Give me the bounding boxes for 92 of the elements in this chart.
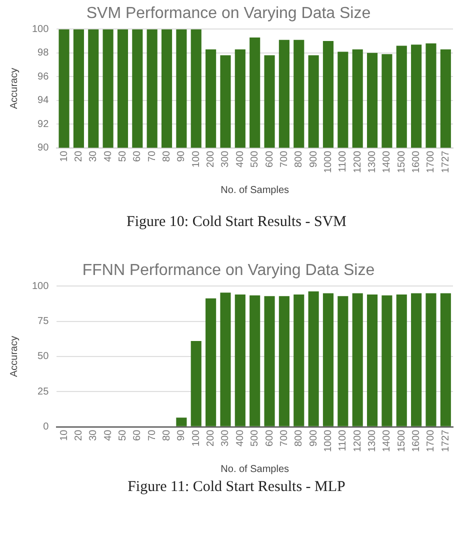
bar [440,293,451,426]
x-tick-label: 400 [234,429,246,446]
x-tick-label: 600 [264,429,276,446]
x-tick-label: 90 [176,429,188,441]
y-tick-label: 98 [38,48,50,59]
x-tick-label: 1727 [440,150,452,174]
bar [308,291,319,426]
chart-title: FFNN Performance on Varying Data Size [82,262,375,280]
bar [264,296,275,426]
x-axis-title: No. of Samples [220,464,290,475]
x-tick-label: 1500 [396,150,408,174]
bar [190,341,202,426]
y-tick-label: 0 [43,422,50,433]
bar [250,295,260,426]
x-tick-label: 1200 [352,429,364,452]
x-tick-label: 70 [146,150,158,162]
x-tick-label: 500 [250,429,261,446]
x-tick-label: 300 [220,150,232,168]
y-tick-label: 100 [32,280,50,292]
x-tick-label: 1500 [396,429,408,452]
x-tick-label: 1100 [338,429,349,452]
x-tick-label: 70 [146,429,158,441]
x-tick-label: 20 [73,150,84,162]
x-tick-label: 1000 [322,150,334,174]
y-tick-label: 75 [38,316,50,328]
bar [352,293,363,426]
x-tick-label: 1300 [367,429,378,452]
x-tick-label: 1400 [382,150,393,174]
x-tick-label: 30 [88,150,100,162]
bar [176,418,187,426]
x-tick-label: 700 [278,429,290,446]
bar [338,296,348,426]
y-tick-label: 50 [38,351,50,362]
x-tick-label: 10 [58,150,70,162]
bar [322,293,334,426]
x-tick-label: 40 [102,150,114,162]
bar [366,294,378,426]
x-tick-label: 1700 [426,150,437,174]
y-axis-title: Accuracy [8,336,20,378]
x-tick-label: 1300 [367,150,378,174]
bar [426,293,436,426]
y-tick-label: 25 [38,386,50,398]
x-tick-label: 900 [308,429,320,446]
bar [234,294,246,426]
x-tick-label: 60 [132,150,144,162]
bar [411,293,422,426]
y-tick-label: 94 [38,95,50,106]
x-tick-label: 30 [88,429,100,441]
bar [278,296,290,426]
x-tick-label: 800 [294,150,305,168]
x-tick-label: 1100 [338,150,349,172]
x-tick-label: 1200 [352,150,364,174]
bar [220,292,231,426]
x-tick-label: 90 [176,150,188,162]
x-tick-label: 200 [206,429,217,446]
chart-title: SVM Performance on Varying Data Size [86,5,371,22]
caption: Figure 11: Cold Start Results - MLP [126,479,346,496]
x-tick-label: 1400 [382,429,393,452]
x-tick-label: 1600 [411,429,422,452]
bar [294,294,304,426]
x-tick-label: 1700 [426,429,437,452]
x-tick-label: 100 [190,150,202,168]
x-tick-label: 1600 [411,150,422,174]
y-axis-title: Accuracy [8,68,20,110]
y-tick-label: 100 [32,24,50,35]
x-tick-label: 500 [250,150,261,168]
x-axis-title: No. of Samples [220,184,290,196]
x-tick-label: 1000 [322,429,334,452]
x-tick-label: 400 [234,150,246,168]
x-tick-label: 300 [220,429,232,446]
x-tick-label: 80 [162,429,173,441]
x-tick-label: 200 [206,150,217,168]
y-tick-label: 96 [38,71,50,82]
x-tick-label: 700 [278,150,290,168]
y-tick-label: 90 [38,142,50,154]
x-tick-label: 1727 [440,429,452,452]
x-tick-label: 50 [117,150,128,162]
x-tick-label: 800 [294,429,305,446]
bar [382,295,392,426]
x-tick-label: 100 [190,429,202,446]
caption: Figure 10: Cold Start Results - SVM [125,214,348,231]
x-tick-label: 900 [308,150,320,168]
x-tick-label: 10 [58,429,70,441]
x-tick-label: 60 [132,429,144,441]
y-tick-label: 92 [38,118,50,130]
x-tick-label: 40 [102,429,114,441]
bar [206,298,216,426]
x-tick-label: 600 [264,150,276,168]
x-tick-label: 20 [73,429,84,441]
bar [396,294,407,426]
x-tick-label: 80 [162,150,173,162]
x-tick-label: 50 [117,429,128,441]
